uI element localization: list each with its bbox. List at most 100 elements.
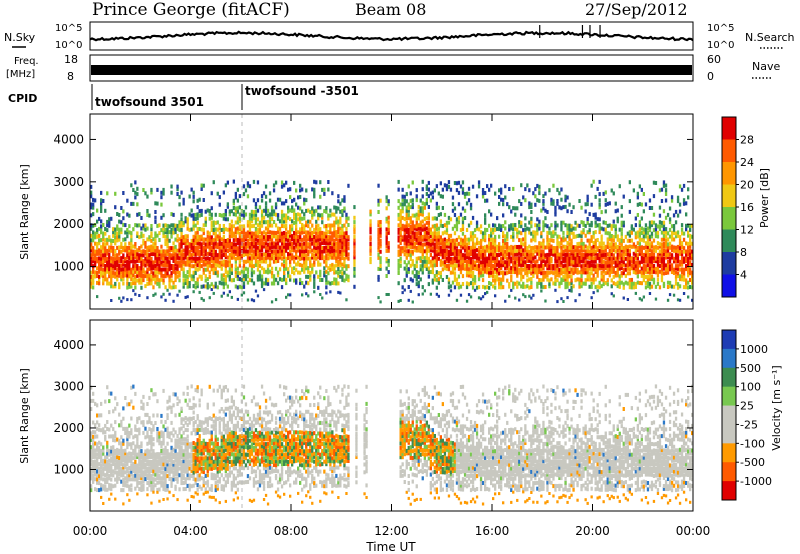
- power-cell: [96, 234, 99, 239]
- velocity-cell: [90, 398, 93, 403]
- power-cell: [102, 199, 105, 203]
- power-cell: [660, 246, 664, 251]
- power-cell: [98, 238, 101, 243]
- power-cell: [488, 187, 491, 192]
- power-cell: [620, 245, 623, 250]
- power-cell: [124, 267, 127, 272]
- power-cell: [260, 256, 264, 260]
- power-cell: [198, 274, 201, 279]
- power-cell: [142, 226, 145, 231]
- velocity-cell: [112, 427, 115, 432]
- power-cell: [254, 237, 258, 242]
- power-cell: [488, 223, 491, 228]
- power-cell: [204, 237, 207, 242]
- power-cell: [162, 230, 165, 235]
- power-cell: [618, 255, 621, 260]
- power-cell: [200, 234, 203, 239]
- power-cell: [240, 244, 244, 249]
- power-cell: [309, 219, 312, 224]
- power-cell: [560, 260, 563, 265]
- power-cell: [504, 260, 507, 265]
- velocity-cell: [110, 463, 113, 468]
- power-cell: [431, 231, 435, 236]
- power-cell: [270, 271, 274, 275]
- power-cell: [646, 248, 650, 253]
- power-cell: [500, 187, 503, 192]
- power-cell: [293, 235, 296, 239]
- velocity-cell: [108, 462, 111, 467]
- power-cell: [162, 292, 165, 296]
- power-cell: [574, 263, 577, 268]
- power-cell: [158, 238, 161, 242]
- power-cell: [431, 246, 435, 251]
- power-cell: [441, 262, 445, 267]
- power-cell: [610, 249, 613, 253]
- power-cell: [274, 223, 278, 228]
- power-cell: [224, 239, 228, 243]
- power-cell: [496, 262, 499, 267]
- power-cell: [475, 267, 479, 271]
- power-cell: [604, 262, 607, 267]
- power-cell: [620, 273, 623, 278]
- power-cell: [492, 223, 495, 228]
- power-cell: [691, 234, 694, 239]
- power-cell: [618, 274, 621, 279]
- power-cell: [455, 244, 459, 249]
- power-cell: [500, 270, 503, 275]
- power-cell: [254, 217, 258, 222]
- power-cell: [524, 284, 527, 289]
- power-cell: [405, 251, 408, 256]
- power-cell: [592, 280, 595, 285]
- power-cell: [138, 248, 141, 253]
- power-cell: [598, 226, 601, 231]
- power-cell: [459, 256, 463, 261]
- power-cell: [473, 245, 477, 249]
- power-cell: [130, 245, 133, 250]
- power-cell: [248, 212, 252, 217]
- power-cell: [158, 249, 161, 254]
- power-cell: [405, 249, 408, 254]
- power-cell: [552, 199, 555, 204]
- power-cell: [459, 262, 463, 267]
- power-cell: [598, 244, 601, 249]
- power-cell: [600, 271, 603, 275]
- power-cell: [385, 237, 388, 242]
- power-cell: [496, 256, 499, 261]
- power-cell: [92, 280, 95, 285]
- power-cell: [285, 180, 288, 185]
- power-cell: [291, 270, 294, 274]
- power-cell: [425, 256, 429, 260]
- power-cell: [552, 249, 555, 254]
- power-cell: [586, 202, 589, 207]
- power-cell: [252, 231, 256, 236]
- power-cell: [204, 267, 207, 272]
- power-cell: [435, 227, 439, 232]
- power-cell: [260, 198, 264, 203]
- power-cell: [530, 277, 533, 281]
- power-cell: [510, 248, 513, 253]
- power-cell: [542, 263, 545, 268]
- power-cell: [313, 274, 316, 279]
- power-cell: [116, 245, 119, 250]
- power-cell: [130, 234, 133, 239]
- power-cell: [293, 255, 296, 260]
- power-cell: [397, 252, 400, 257]
- power-cell: [321, 241, 324, 245]
- power-cell: [311, 206, 314, 211]
- velocity-cell: [108, 427, 111, 432]
- power-cell: [518, 248, 521, 253]
- power-cell: [687, 230, 690, 235]
- power-cell: [502, 256, 505, 261]
- power-cell: [202, 231, 205, 236]
- power-cell: [212, 270, 215, 275]
- power-cell: [132, 244, 135, 249]
- power-cell: [488, 249, 491, 254]
- power-cell: [467, 259, 471, 264]
- velocity-cell: [98, 474, 101, 479]
- power-cell: [437, 237, 441, 242]
- power-cell: [341, 271, 344, 276]
- power-cell: [447, 244, 451, 249]
- power-cell: [238, 234, 242, 239]
- power-cell: [415, 259, 418, 264]
- velocity-cell: [106, 385, 109, 390]
